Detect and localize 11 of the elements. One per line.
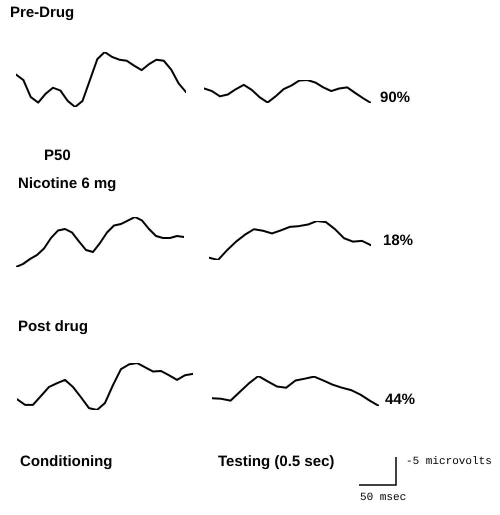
chart-title: Post drug xyxy=(18,318,88,335)
text: 44% xyxy=(385,391,416,408)
text: P50 xyxy=(44,147,71,164)
text: 90% xyxy=(380,89,410,106)
text: 18% xyxy=(383,232,414,249)
x-axis-title: Testing (0.5 sec) xyxy=(218,453,334,470)
chart-title: Nicotine 6 mg xyxy=(18,175,116,192)
x-axis-title: Conditioning xyxy=(20,453,112,470)
text: -5 microvolts xyxy=(406,456,492,468)
chart-title: Pre-Drug xyxy=(10,4,74,21)
text: 50 msec xyxy=(360,492,406,504)
